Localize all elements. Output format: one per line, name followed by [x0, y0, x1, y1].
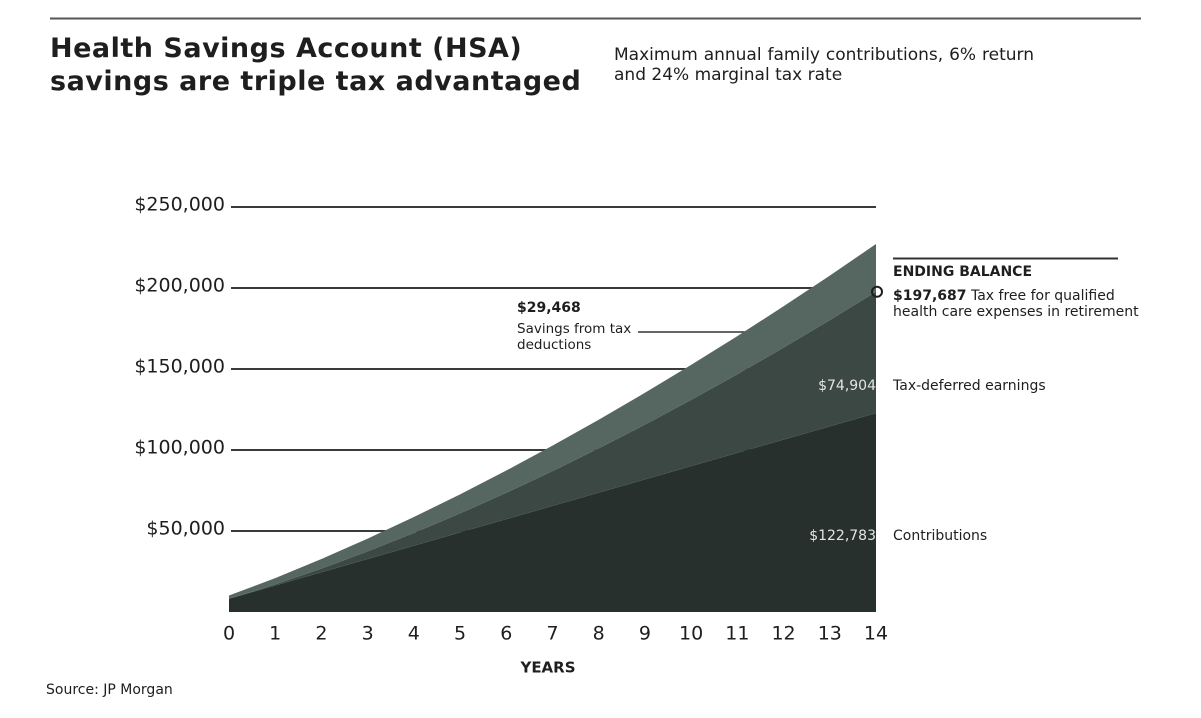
x-tick-label: 5 — [454, 623, 466, 645]
y-tick-label: $250,000 — [134, 194, 225, 216]
x-tick-label: 0 — [223, 623, 235, 645]
x-tick-label: 2 — [315, 623, 327, 645]
area — [229, 291, 876, 599]
x-tick-label: 9 — [639, 623, 651, 645]
subtitle: Maximum annual family contributions, 6% … — [614, 45, 1034, 85]
source: Source: JP Morgan — [46, 682, 173, 698]
title: Health Savings Account (HSA) savings are… — [50, 33, 582, 97]
x-tick-label: 14 — [864, 623, 888, 645]
legend-label: Tax-deferred earnings — [892, 378, 1046, 394]
x-tick-label: 11 — [725, 623, 749, 645]
area — [229, 413, 876, 612]
ending-desc: Tax free for qualified health care expen… — [893, 288, 1139, 320]
y-tick-label: $100,000 — [134, 437, 225, 459]
y-tick-label: $50,000 — [146, 518, 225, 540]
legend-label: Contributions — [893, 528, 987, 544]
ending-text: $197,687 Tax free for qualified health c… — [893, 288, 1158, 320]
x-tick-label: 1 — [269, 623, 281, 645]
value-label: $74,904 — [818, 378, 876, 394]
x-tick-label: 6 — [500, 623, 512, 645]
x-tick-label: 10 — [679, 623, 703, 645]
series-label: Savings from tax deductions — [517, 321, 632, 353]
x-tick-label: 12 — [771, 623, 795, 645]
value-label: $29,468 — [517, 300, 581, 316]
y-tick-label: $200,000 — [134, 275, 225, 297]
x-tick-label: 7 — [546, 623, 558, 645]
x-tick-label: 4 — [408, 623, 420, 645]
ending-marker — [871, 285, 883, 298]
x-axis-label: YEARS — [519, 659, 575, 677]
x-tick-label: 8 — [593, 623, 605, 645]
value-label: $122,783 — [809, 528, 876, 544]
x-tick-label: 3 — [362, 623, 374, 645]
y-tick-label: $150,000 — [134, 356, 225, 378]
ending-value: $197,687 — [893, 288, 967, 304]
ending-label: ENDING BALANCE — [893, 264, 1032, 280]
x-tick-label: 13 — [818, 623, 842, 645]
